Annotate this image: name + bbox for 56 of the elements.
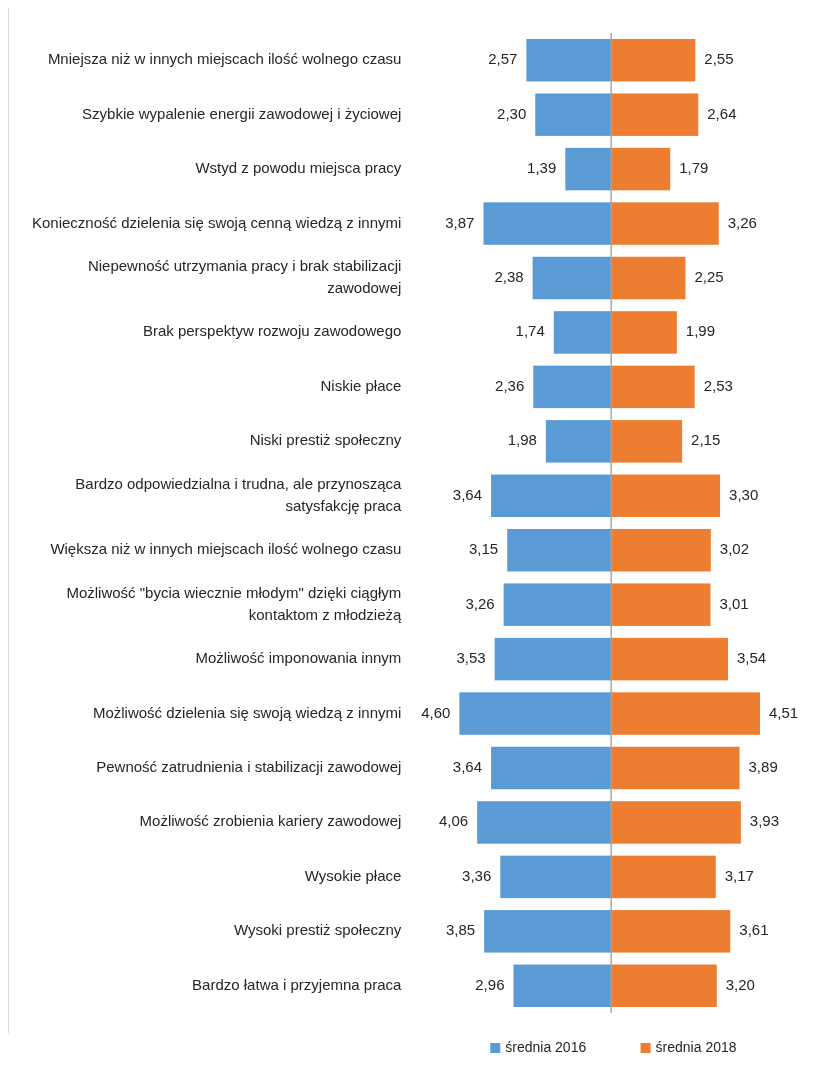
legend-label: średnia 2018 [655,1038,737,1055]
y-tick-label: Pewność zatrudnienia i stabilizacji zawodowej [96,757,402,775]
y-tick-label: Konieczność dzielenia się swoją cenną wiedzą z innymi [31,213,402,231]
data-label: 3,53 [456,649,486,667]
data-label: 3,87 [445,213,475,231]
y-tick-label: Możliwość zrobienia kariery zawodowej [139,812,402,830]
data-label: 4,06 [438,812,469,830]
data-label: 1,39 [527,159,557,177]
data-label: 3,02 [719,540,750,558]
y-tick-label: Większa niż w innych miejscach ilość wolnego czasu [50,540,402,558]
data-label: 1,98 [507,431,537,449]
data-label: 3,64 [452,757,483,775]
y-tick-label: Możliwość "bycia wiecznie młodym" dzięki ciągłym kontaktom z młodzieżą [66,583,403,623]
data-label: 3,93 [749,812,780,830]
y-tick-label: Wstyd z powodu miejsca pracy [195,159,402,177]
y-tick-label: Szybkie wypalenie energii zawodowej i życiowej [82,104,402,122]
data-label: 3,17 [724,866,754,884]
data-label: 3,36 [462,866,492,884]
data-label: 3,61 [739,921,769,939]
legend-label: średnia 2016 [505,1038,587,1055]
data-label: 2,15 [691,431,721,449]
data-label: 2,57 [488,50,518,68]
data-label: 1,99 [685,322,716,340]
data-label: 3,15 [469,540,499,558]
data-label: 1,79 [679,159,709,177]
data-label: 2,25 [694,267,724,285]
y-tick-label: Bardzo łatwa i przyjemna praca [192,975,403,993]
data-label: 3,26 [727,213,757,231]
data-label: 3,01 [719,594,749,612]
data-label: 2,38 [494,267,524,285]
data-label: 2,53 [703,376,733,394]
y-tick-label: Mniejsza niż w innych miejscach ilość wolnego czasu [47,50,402,68]
y-tick-label: Wysokie płace [304,866,402,884]
y-tick-label: Brak perspektyw rozwoju zawodowego [142,322,402,340]
data-label: 3,89 [748,757,778,775]
data-label: 3,26 [465,594,495,612]
data-label: 2,30 [497,104,527,122]
data-label: 4,51 [769,703,799,721]
data-label: 2,36 [495,376,525,394]
data-label: 4,60 [421,703,451,721]
y-tick-label: Możliwość dzielenia się swoją wiedzą z innymi [92,703,402,721]
y-tick-label: Bardzo odpowiedzialna i trudna, ale przynosząca satysfakcję praca [75,474,403,514]
y-tick-label: Możliwość imponowania innym [195,649,402,667]
data-label: 3,30 [729,485,759,503]
data-label: 1,74 [515,322,545,340]
data-label: 2,96 [475,975,505,993]
y-tick-label: Wysoki prestiż społeczny [233,921,402,939]
y-tick-label: Niepewność utrzymania pracy i brak stabilizacji zawodowej [87,257,402,296]
y-tick-label: Niskie płace [320,376,402,394]
data-label: 3,64 [452,485,483,503]
y-tick-label: Niski prestiż społeczny [249,431,402,449]
data-label: 3,85 [445,921,476,939]
data-label: 2,64 [707,104,737,122]
data-label: 3,20 [725,975,755,993]
data-label: 2,55 [704,50,734,68]
data-label: 3,54 [736,649,767,667]
